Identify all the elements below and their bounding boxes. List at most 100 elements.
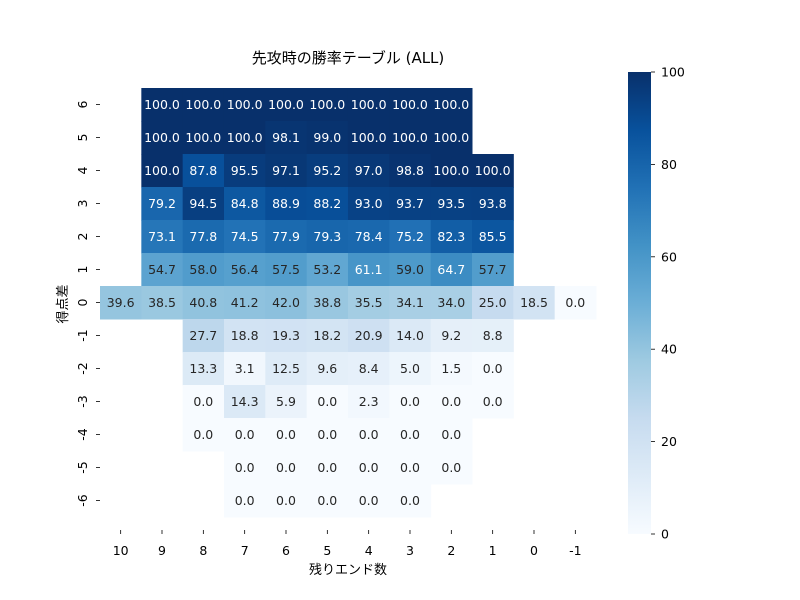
colorbar [628, 72, 651, 534]
cell-value-label: 53.2 [313, 262, 341, 277]
y-axis-ticks: 6 5 4 3 2 1 0 -1 -2 -3 -4 -5 -6 [75, 100, 100, 507]
cell-value-label: 0.0 [276, 427, 296, 442]
cell-value-label: 56.4 [231, 262, 259, 277]
heatmap-cell [265, 418, 308, 452]
cell-value-label: 0.0 [317, 394, 337, 409]
heatmap-cell [471, 319, 514, 353]
heatmap-cell [430, 121, 473, 155]
cell-value-label: 0.0 [565, 295, 585, 310]
cell-value-label: 0.0 [359, 493, 379, 508]
cell-value-label: 100.0 [351, 97, 387, 112]
heatmap-cell [306, 253, 349, 287]
heatmap-cell [182, 187, 225, 221]
cell-value-label: 0.0 [317, 460, 337, 475]
cell-value-label: 5.0 [400, 361, 420, 376]
cell-value-label: 0.0 [235, 460, 255, 475]
heatmap-cell [347, 220, 390, 254]
cell-value-label: 0.0 [400, 460, 420, 475]
cell-value-label: 59.0 [396, 262, 424, 277]
cell-value-label: 12.5 [272, 361, 300, 376]
cell-value-label: 9.2 [441, 328, 461, 343]
heatmap-cell [347, 121, 390, 155]
heatmap-cell [389, 121, 432, 155]
x-tick-label: -1 [569, 543, 581, 558]
cell-value-label: 25.0 [479, 295, 507, 310]
heatmap-cell [306, 88, 349, 122]
heatmap-cell [306, 121, 349, 155]
cell-value-label: 5.9 [276, 394, 296, 409]
heatmap-cell [141, 220, 184, 254]
heatmap-cell [306, 451, 349, 485]
heatmap-cell [430, 352, 473, 386]
heatmap-cell [141, 286, 184, 320]
heatmap-cell [471, 154, 514, 188]
heatmap-cell [223, 319, 266, 353]
cell-value-label: 9.6 [317, 361, 337, 376]
heatmap-cells: 100.0 100.0 100.0 100.0 100.0 100.0 100.0 100.0… [100, 88, 597, 518]
y-tick-label: 6 [75, 100, 90, 108]
heatmap-cell [471, 286, 514, 320]
heatmap-cell [265, 484, 308, 518]
cell-value-label: 27.7 [189, 328, 217, 343]
y-tick-label: -6 [75, 494, 90, 507]
cell-value-label: 0.0 [235, 493, 255, 508]
cell-value-label: 100.0 [144, 130, 180, 145]
x-axis-ticks: 10 9 8 7 6 5 4 3 2 1 0 -1 [113, 530, 582, 558]
heatmap-cell [182, 88, 225, 122]
cell-value-label: 100.0 [227, 97, 263, 112]
heatmap-cell [347, 253, 390, 287]
cell-value-label: 18.2 [313, 328, 341, 343]
cell-value-label: 100.0 [392, 97, 428, 112]
heatmap-cell [306, 187, 349, 221]
heatmap-cell [223, 154, 266, 188]
cell-value-label: 8.4 [359, 361, 379, 376]
heatmap-cell [389, 187, 432, 221]
heatmap-cell [306, 154, 349, 188]
heatmap-cell [347, 286, 390, 320]
heatmap-cell [389, 154, 432, 188]
cell-value-label: 64.7 [437, 262, 465, 277]
heatmap-cell [389, 286, 432, 320]
heatmap-cell [141, 121, 184, 155]
x-tick-label: 3 [406, 543, 414, 558]
cell-value-label: 98.8 [396, 163, 424, 178]
heatmap-cell [389, 88, 432, 122]
heatmap-cell [182, 154, 225, 188]
heatmap-cell [430, 187, 473, 221]
cell-value-label: 78.4 [355, 229, 383, 244]
heatmap-cell [347, 385, 390, 419]
x-tick-label: 2 [447, 543, 455, 558]
cell-value-label: 3.1 [235, 361, 255, 376]
heatmap-cell [347, 418, 390, 452]
cell-value-label: 0.0 [441, 427, 461, 442]
cell-value-label: 18.5 [520, 295, 548, 310]
x-tick-label: 0 [530, 543, 538, 558]
x-tick-label: 4 [365, 543, 373, 558]
heatmap-cell [389, 319, 432, 353]
heatmap-cell [141, 154, 184, 188]
heatmap-cell [430, 451, 473, 485]
cell-value-label: 100.0 [185, 97, 221, 112]
cell-value-label: 100.0 [144, 97, 180, 112]
heatmap-cell [265, 385, 308, 419]
heatmap-cell [430, 88, 473, 122]
heatmap-cell [223, 484, 266, 518]
heatmap-cell [265, 121, 308, 155]
heatmap-cell [347, 484, 390, 518]
heatmap-cell [265, 319, 308, 353]
cell-value-label: 13.3 [189, 361, 217, 376]
cell-value-label: 61.1 [355, 262, 383, 277]
cell-value-label: 0.0 [400, 427, 420, 442]
cell-value-label: 14.0 [396, 328, 424, 343]
cell-value-label: 34.0 [437, 295, 465, 310]
cell-value-label: 88.9 [272, 196, 300, 211]
cell-value-label: 100.0 [475, 163, 511, 178]
heatmap-cell [347, 319, 390, 353]
y-tick-label: 1 [75, 266, 90, 274]
cell-value-label: 0.0 [193, 427, 213, 442]
cell-value-label: 93.7 [396, 196, 424, 211]
cell-value-label: 100.0 [144, 163, 180, 178]
cell-value-label: 1.5 [441, 361, 461, 376]
cell-value-label: 39.6 [107, 295, 135, 310]
